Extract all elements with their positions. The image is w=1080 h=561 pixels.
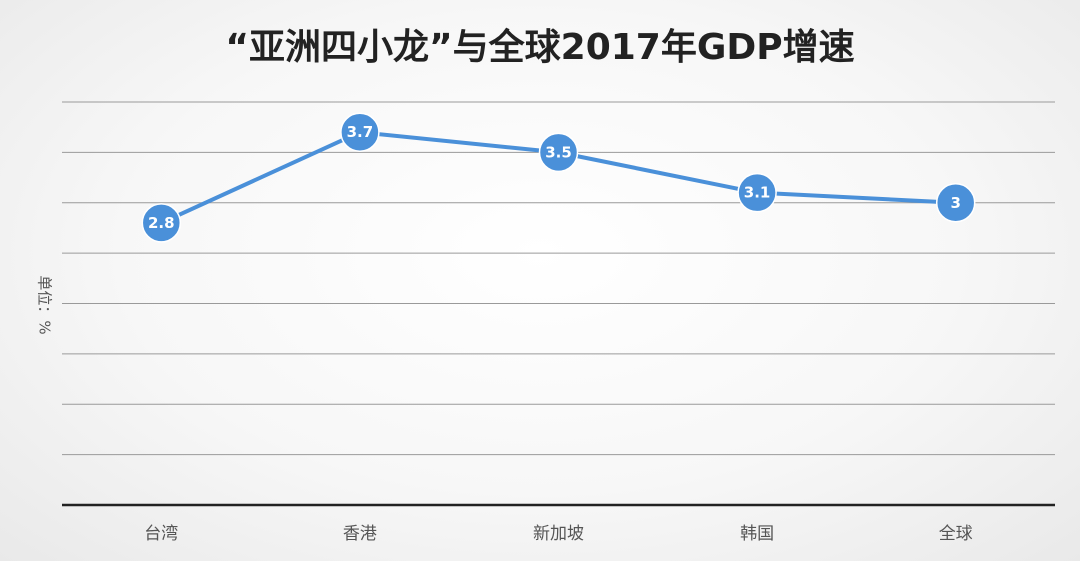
category-labels: 台湾 香港 新加坡 韩国 全球 (144, 524, 972, 544)
data-point-marker (935, 183, 976, 223)
chart-title: “亚洲四小龙”与全球2017年GDP增速 (225, 27, 855, 68)
data-label: 3.5 (545, 143, 572, 161)
x-tick-label: 新加坡 (533, 524, 584, 544)
x-tick-label: 全球 (939, 524, 973, 544)
data-points: 2.8 3.7 3.5 3.1 3 (141, 112, 976, 243)
x-tick-label: 韩国 (740, 524, 774, 544)
data-point-marker (340, 112, 380, 152)
data-point-marker (538, 132, 579, 173)
x-tick-label: 台湾 (144, 524, 178, 544)
data-label: 3.7 (347, 123, 374, 141)
data-point-marker (737, 172, 777, 213)
gridlines (62, 101, 1055, 456)
data-label: 2.8 (148, 214, 175, 232)
data-point-marker (141, 203, 182, 243)
data-label: 3 (950, 194, 960, 212)
data-label: 3.1 (744, 184, 771, 202)
x-tick-label: 香港 (343, 524, 377, 544)
